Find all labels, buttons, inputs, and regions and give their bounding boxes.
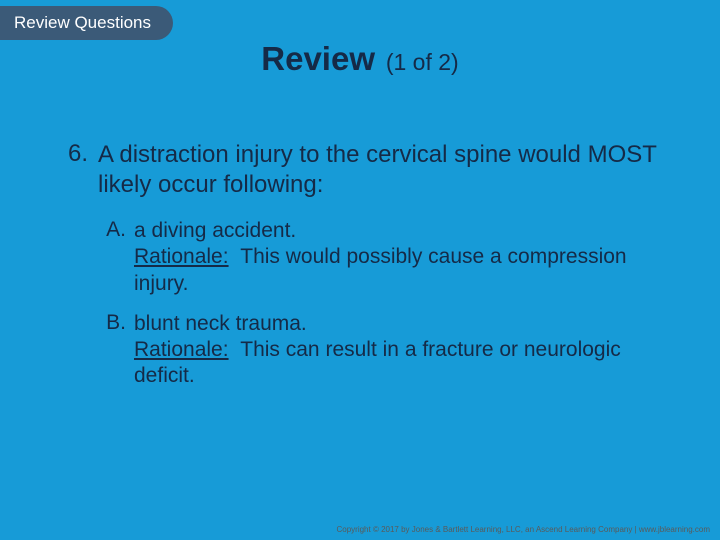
title-main: Review [261,40,375,77]
review-questions-tab: Review Questions [0,6,173,40]
copyright-footer: Copyright © 2017 by Jones & Bartlett Lea… [336,525,710,534]
title-sub: (1 of 2) [379,49,458,75]
answer-text: a diving accident. [134,219,296,242]
content-area: 6. A distraction injury to the cervical … [58,140,668,404]
slide-title: Review (1 of 2) [0,40,720,78]
question: 6. A distraction injury to the cervical … [58,140,668,200]
answer-a: A. a diving accident. Rationale: This wo… [104,218,668,297]
answer-letter: A. [104,218,134,297]
answer-b: B. blunt neck trauma. Rationale: This ca… [104,311,668,390]
answer-body: a diving accident. Rationale: This would… [134,218,668,297]
slide: Review Questions Review (1 of 2) 6. A di… [0,0,720,540]
question-number: 6. [58,140,98,200]
answer-letter: B. [104,311,134,390]
rationale-label: Rationale: [134,245,229,268]
question-text: A distraction injury to the cervical spi… [98,140,668,200]
answer-text: blunt neck trauma. [134,312,307,335]
rationale-label: Rationale: [134,338,229,361]
answer-body: blunt neck trauma. Rationale: This can r… [134,311,668,390]
